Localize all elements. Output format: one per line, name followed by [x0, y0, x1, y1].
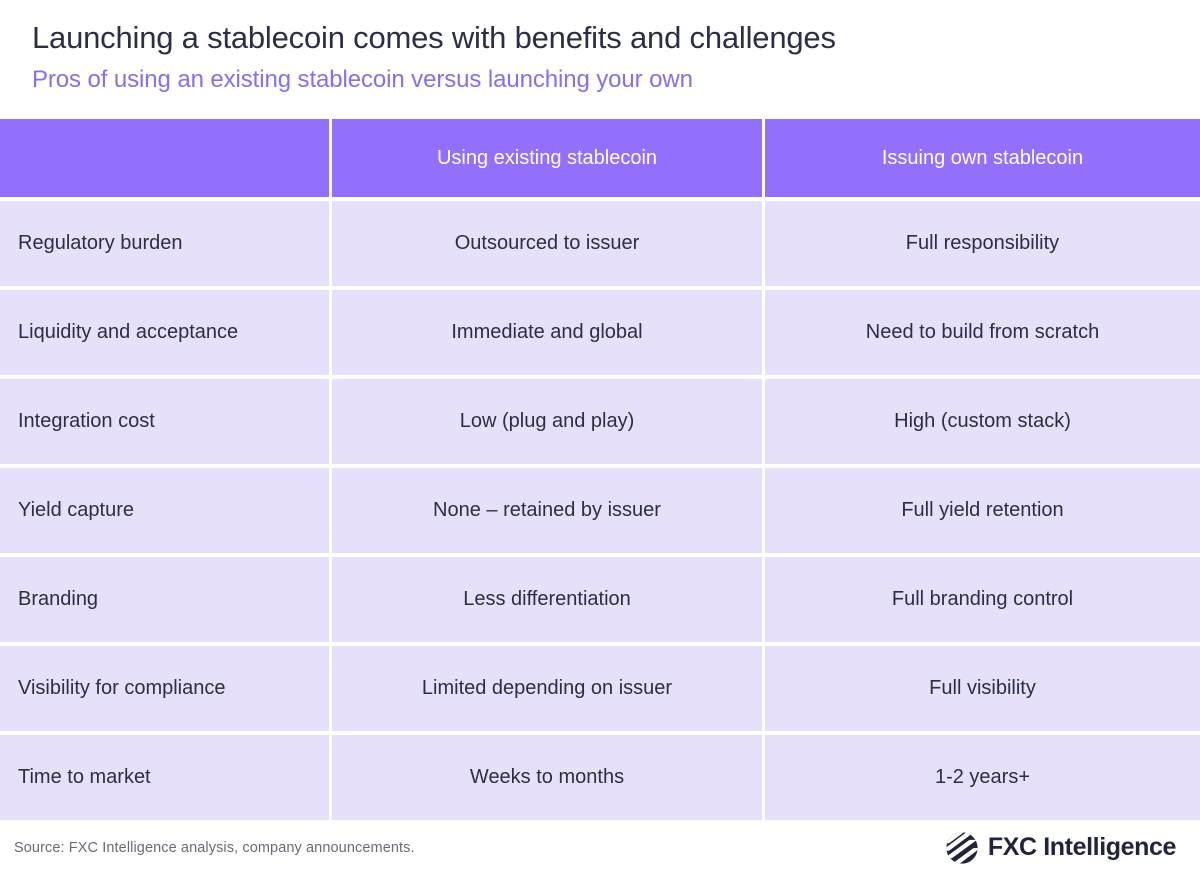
cell-issuing-own: Need to build from scratch — [765, 286, 1200, 375]
table-header: Using existing stablecoin Issuing own st… — [0, 119, 1200, 197]
cell-using-existing: Limited depending on issuer — [332, 642, 765, 731]
cell-issuing-own: Full branding control — [765, 553, 1200, 642]
column-header-blank — [0, 119, 332, 197]
cell-using-existing: Low (plug and play) — [332, 375, 765, 464]
page-title: Launching a stablecoin comes with benefi… — [32, 20, 836, 55]
table-header-row: Using existing stablecoin Issuing own st… — [0, 119, 1200, 197]
comparison-table: Using existing stablecoin Issuing own st… — [0, 119, 1200, 820]
header-block: Launching a stablecoin comes with benefi… — [0, 0, 1200, 119]
page-subtitle: Pros of using an existing stablecoin ver… — [32, 66, 693, 93]
cell-using-existing: Immediate and global — [332, 286, 765, 375]
row-label: Time to market — [0, 731, 332, 820]
column-header-using-existing: Using existing stablecoin — [332, 119, 765, 197]
row-label: Yield capture — [0, 464, 332, 553]
row-label: Liquidity and acceptance — [0, 286, 332, 375]
source-note: Source: FXC Intelligence analysis, compa… — [14, 839, 415, 856]
row-label: Branding — [0, 553, 332, 642]
cell-issuing-own: Full responsibility — [765, 197, 1200, 286]
table-row: Regulatory burden Outsourced to issuer F… — [0, 197, 1200, 286]
table-row: Branding Less differentiation Full brand… — [0, 553, 1200, 642]
table-row: Yield capture None – retained by issuer … — [0, 464, 1200, 553]
row-label: Integration cost — [0, 375, 332, 464]
cell-issuing-own: High (custom stack) — [765, 375, 1200, 464]
cell-using-existing: None – retained by issuer — [332, 464, 765, 553]
cell-using-existing: Weeks to months — [332, 731, 765, 820]
table-row: Integration cost Low (plug and play) Hig… — [0, 375, 1200, 464]
cell-issuing-own: Full visibility — [765, 642, 1200, 731]
brand-name: FXC Intelligence — [987, 833, 1176, 861]
column-header-issuing-own: Issuing own stablecoin — [765, 119, 1200, 197]
fxc-globe-icon — [946, 831, 978, 864]
cell-issuing-own: 1-2 years+ — [765, 731, 1200, 820]
footer: Source: FXC Intelligence analysis, compa… — [0, 820, 1200, 875]
row-label: Visibility for compliance — [0, 642, 332, 731]
row-label: Regulatory burden — [0, 197, 332, 286]
cell-using-existing: Less differentiation — [332, 553, 765, 642]
cell-using-existing: Outsourced to issuer — [332, 197, 765, 286]
table-row: Visibility for compliance Limited depend… — [0, 642, 1200, 731]
table-body: Regulatory burden Outsourced to issuer F… — [0, 197, 1200, 820]
table-row: Time to market Weeks to months 1-2 years… — [0, 731, 1200, 820]
brand-lockup: FXC Intelligence — [945, 831, 1186, 865]
cell-issuing-own: Full yield retention — [765, 464, 1200, 553]
table-row: Liquidity and acceptance Immediate and g… — [0, 286, 1200, 375]
